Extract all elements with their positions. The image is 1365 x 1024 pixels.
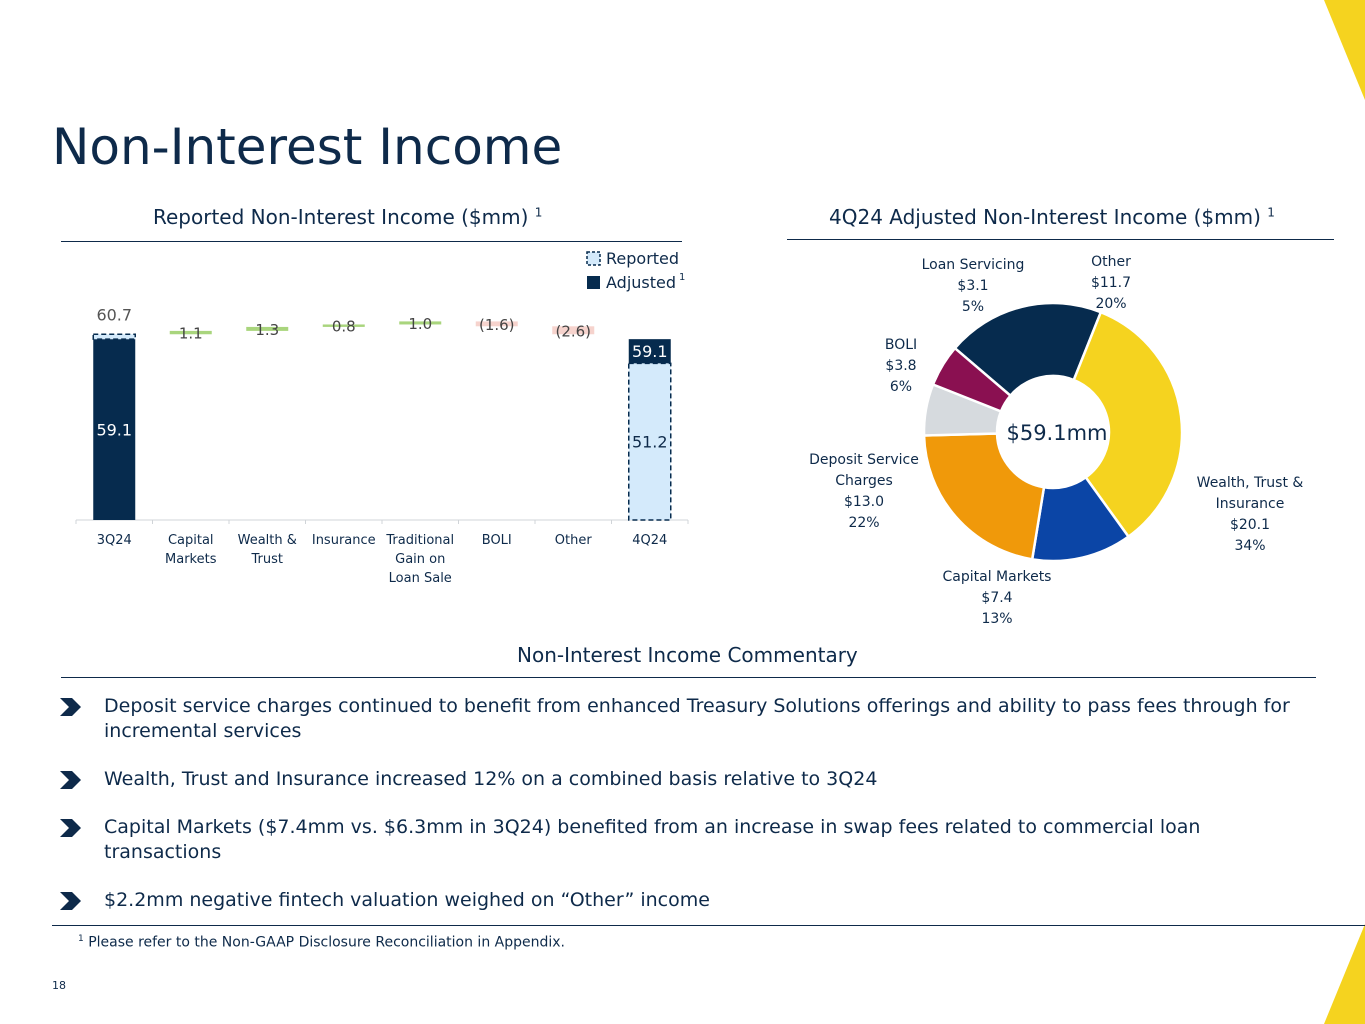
x-tick-label: Traditional Gain on Loan Sale	[385, 533, 454, 586]
commentary-bullet-text: Wealth, Trust and Insurance increased 12…	[104, 768, 878, 790]
x-tick-label: Insurance	[312, 533, 376, 548]
waterfall-title-rule	[61, 241, 682, 242]
bar-3q24-reported-label: 60.7	[96, 305, 132, 324]
footnote-marker: 1	[78, 934, 84, 944]
waterfall-change-label: 0.8	[332, 318, 356, 336]
waterfall-change-label: 1.0	[408, 315, 432, 333]
donut-slice	[1072, 310, 1184, 539]
waterfall-change-label: 1.1	[179, 325, 203, 343]
commentary-bullet: $2.2mm negative fintech valuation weighe…	[58, 888, 1318, 913]
waterfall-chart-title-text: Reported Non-Interest Income ($mm)	[153, 205, 529, 229]
donut-slice	[931, 346, 1013, 413]
donut-slice-label: Capital Markets $7.4 13%	[943, 569, 1052, 627]
legend-adjusted-label: Adjusted	[606, 273, 676, 292]
footer-rule	[52, 925, 1365, 926]
legend-adjusted-swatch	[587, 276, 600, 289]
footnote-text: Please refer to the Non-GAAP Disclosure …	[88, 934, 565, 951]
legend-reported-label: Reported	[606, 249, 679, 268]
x-tick-label: Other	[555, 533, 593, 548]
waterfall-change-bar	[246, 326, 289, 331]
commentary-bullet-text: Capital Markets ($7.4mm vs. $6.3mm in 3Q…	[104, 816, 1201, 863]
donut-slice	[922, 432, 1046, 561]
donut-title-rule	[787, 239, 1334, 240]
donut-center-label: $59.1mm	[1006, 421, 1107, 445]
bar-3q24-reported-excess	[92, 333, 136, 340]
waterfall-chart-title: Reported Non-Interest Income ($mm) 1	[153, 205, 542, 229]
donut-slice-label: Wealth, Trust & Insurance $20.1 34%	[1197, 475, 1304, 554]
commentary-bullet: Capital Markets ($7.4mm vs. $6.3mm in 3Q…	[58, 815, 1318, 865]
x-tick-label: 4Q24	[632, 533, 667, 548]
donut-chart-title-text: 4Q24 Adjusted Non-Interest Income ($mm)	[829, 205, 1261, 229]
donut-slice-label: Loan Servicing $3.1 5%	[922, 257, 1025, 315]
bar-3q24-adjusted-label: 59.1	[96, 421, 132, 440]
waterfall-change-label: 1.3	[255, 321, 279, 339]
waterfall-change-label: (1.6)	[479, 316, 515, 334]
bar-4q24-reported-label: 51.2	[632, 433, 668, 452]
donut-slice-label: BOLI $3.8 6%	[885, 337, 917, 395]
donut-title-superscript: 1	[1267, 205, 1275, 220]
corner-accent-top	[1324, 0, 1365, 100]
corner-accent-bottom	[1324, 924, 1365, 1024]
commentary-bullet-text: Deposit service charges continued to ben…	[104, 695, 1290, 742]
page-title: Non-Interest Income	[52, 118, 563, 176]
commentary-heading: Non-Interest Income Commentary	[517, 643, 858, 667]
donut-slice	[953, 301, 1103, 398]
bar-3q24-adjusted	[93, 339, 136, 520]
bar-4q24-adjusted-excess	[628, 339, 671, 364]
legend-adjusted-superscript: 1	[679, 272, 685, 283]
x-tick-label: Wealth & Trust	[238, 533, 297, 567]
waterfall-change-bar	[169, 330, 212, 335]
chevron-bullet-icon	[60, 819, 81, 837]
chevron-bullet-icon	[60, 771, 81, 789]
commentary-bullet: Wealth, Trust and Insurance increased 12…	[58, 767, 1318, 792]
commentary-bullet-text: $2.2mm negative fintech valuation weighe…	[104, 889, 710, 911]
commentary-list: Deposit service charges continued to ben…	[58, 694, 1318, 936]
legend-reported-swatch	[586, 251, 601, 266]
commentary-bullet: Deposit service charges continued to ben…	[58, 694, 1318, 744]
waterfall-change-bar	[475, 321, 518, 327]
waterfall-change-bar	[322, 324, 365, 327]
waterfall-change-bar	[399, 321, 442, 325]
x-tick-label: 3Q24	[97, 533, 132, 548]
chevron-bullet-icon	[60, 698, 81, 716]
commentary-rule	[61, 677, 1316, 678]
donut-chart-title: 4Q24 Adjusted Non-Interest Income ($mm) …	[829, 205, 1275, 229]
donut-slice-label: Deposit Service Charges $13.0 22%	[809, 452, 919, 531]
bar-4q24-reported	[628, 362, 672, 521]
footnote: 1 Please refer to the Non-GAAP Disclosur…	[78, 934, 565, 951]
x-tick-label: Capital Markets	[165, 533, 217, 567]
waterfall-change-label: (2.6)	[555, 322, 591, 340]
chevron-bullet-icon	[60, 892, 81, 910]
waterfall-change-bar	[552, 326, 595, 335]
x-tick-label: BOLI	[482, 533, 512, 548]
waterfall-title-superscript: 1	[534, 205, 543, 220]
donut-slice-label: Other $11.7 20%	[1091, 254, 1131, 312]
bar-4q24-adjusted-label: 59.1	[632, 342, 668, 361]
page-number: 18	[52, 979, 66, 992]
